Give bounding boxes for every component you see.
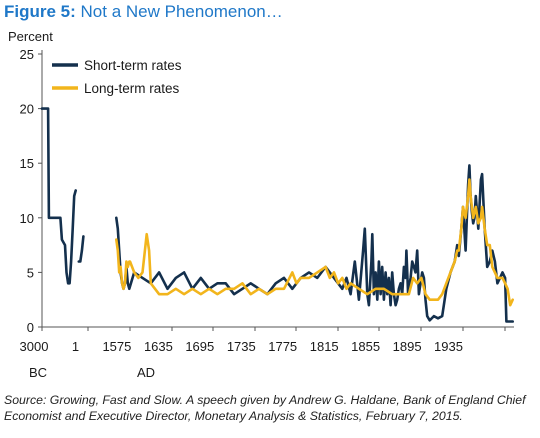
- figure-label: Figure 5:: [4, 2, 76, 21]
- y-tick-label: 20: [20, 102, 34, 117]
- legend-label-short-term-rates: Short-term rates: [84, 58, 182, 73]
- series-line-long-term-rates: [115, 178, 514, 307]
- x-tick-label: 1635: [144, 339, 173, 354]
- y-tick-label: 5: [27, 265, 34, 280]
- series-line-short-term-rates: [40, 107, 77, 285]
- era-label-bc: BC: [29, 365, 47, 380]
- y-tick-label: 0: [27, 320, 34, 335]
- x-tick-label: 1895: [393, 339, 422, 354]
- line-chart: Percent 0 5 10 15 20 25 3000 1 1575 1635 1695 1735 17…: [8, 29, 514, 380]
- x-tick-label: 1575: [102, 339, 131, 354]
- x-tick-label: 1735: [227, 339, 256, 354]
- x-tick-label: 1: [72, 339, 79, 354]
- source-note: Source: Growing, Fast and Slow. A speech…: [4, 393, 526, 423]
- era-label-ad: AD: [137, 365, 155, 380]
- figure-title-text: Not a New Phenomenon…: [80, 2, 283, 21]
- x-tick-label: 1815: [310, 339, 339, 354]
- y-tick-label: 10: [20, 211, 34, 226]
- figure-title: Figure 5: Not a New Phenomenon…: [4, 2, 283, 22]
- legend-label-long-term-rates: Long-term rates: [84, 81, 180, 96]
- x-tick-label: 1695: [185, 339, 214, 354]
- y-axis-label: Percent: [8, 29, 53, 44]
- series-line-short-term-rates: [115, 164, 514, 323]
- x-tick-label: 3000: [20, 339, 49, 354]
- series-line-short-term-rates: [77, 235, 85, 263]
- y-tick-label: 15: [20, 156, 34, 171]
- x-tick-label: 1775: [268, 339, 297, 354]
- x-tick-label: 1855: [351, 339, 380, 354]
- y-tick-label: 25: [20, 47, 34, 62]
- x-tick-label: 1935: [434, 339, 463, 354]
